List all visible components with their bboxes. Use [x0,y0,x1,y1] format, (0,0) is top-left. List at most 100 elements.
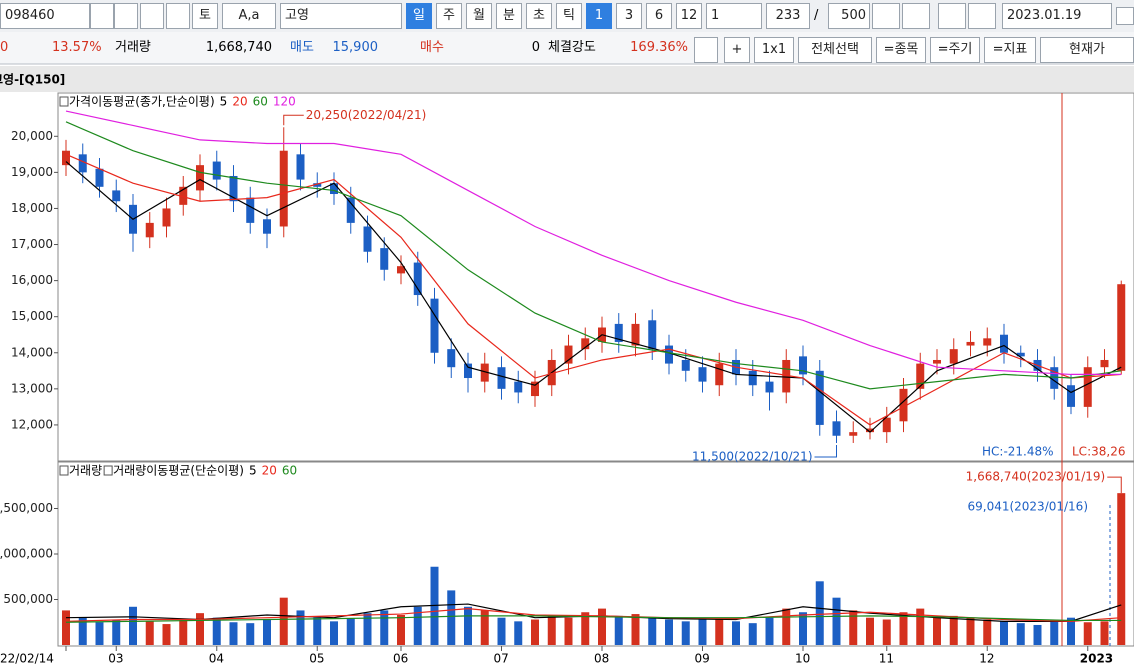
count-button[interactable]: 1 [586,3,612,29]
x-tick-label: 22/02/14 [0,652,54,666]
total-input[interactable]: 500 [828,3,870,29]
period-button[interactable]: 주 [436,3,462,29]
period-button[interactable]: 분 [496,3,522,29]
icon-button[interactable] [968,3,996,29]
strength: 169.36% [630,40,688,55]
y-tick-label: 18,000 [11,201,53,215]
checkbox[interactable] [694,37,718,63]
volume-bar [631,614,640,645]
y-tick-label: 16,000 [11,273,53,287]
volume-bar [397,614,405,645]
x-tick-label: 09 [695,652,710,666]
icon-button[interactable] [114,3,138,29]
icon-button[interactable] [140,3,164,29]
checkbox[interactable] [1116,7,1134,25]
icon-button[interactable] [872,3,900,29]
candle-body [1067,385,1075,407]
candle-body [966,341,975,346]
volume-bar [497,617,506,645]
candle-body [447,349,456,368]
x-tick-label: 11 [879,652,894,666]
rate: 13.57% [52,40,102,55]
legend-item: 5 [249,464,257,478]
count-button[interactable]: 12 [676,3,702,29]
volume-bar [1083,622,1092,645]
volume-bar [849,610,858,645]
volume-bar [715,619,724,645]
name-input[interactable]: 고영 [280,3,402,29]
candle-body [1050,367,1059,389]
ask: 15,900 [332,40,379,55]
volume-bar [799,612,807,645]
volume-bar [933,617,941,645]
x-tick-label: 12 [979,652,994,666]
icon-button[interactable] [902,3,930,29]
volume-bar [681,621,690,645]
candle-body [514,381,523,393]
volume-bar [547,615,556,645]
candle-body [1083,367,1092,407]
period-button[interactable]: 월 [466,3,492,29]
candle-body [765,381,774,393]
candle-body [581,338,590,350]
annotation: 1,668,740(2023/01/19) [966,470,1106,484]
period-button[interactable]: 틱 [556,3,582,29]
icon-button[interactable] [90,3,114,29]
annotation: 69,041(2023/01/16) [967,500,1088,514]
volume-bar [95,622,104,645]
button[interactable]: 전체선택 [798,37,872,63]
button[interactable]: 토 [192,3,218,29]
candle-body [162,208,171,227]
candle-body [882,417,891,433]
volume-bar [949,615,958,645]
candle-body [715,363,724,386]
icon-button[interactable] [166,3,190,29]
candle-body [480,363,489,382]
volume-bar [665,619,673,645]
count-input[interactable]: 233 [766,3,810,29]
icon-button[interactable] [938,3,966,29]
label: 매도 [290,40,314,55]
legend-item: 60 [282,464,297,478]
volume-bar [1050,619,1059,645]
button[interactable]: =지표 [984,37,1036,63]
interval-select[interactable]: 1 [706,3,762,29]
button[interactable]: =주기 [930,37,980,63]
code-input[interactable]: 098460 [0,3,90,29]
period-button[interactable]: 초 [526,3,552,29]
count-button[interactable]: 3 [616,3,642,29]
arrow [283,114,304,126]
change: 0 [0,40,9,55]
candle-body [313,183,322,187]
button[interactable]: 1x1 [754,37,794,63]
button[interactable]: A,a [222,3,276,29]
date-input[interactable]: 2023.01.19 [1002,3,1112,29]
y-tick-label: 20,000 [11,129,53,143]
candle-body [78,154,87,173]
legend-icon [59,96,69,107]
button[interactable]: =종목 [876,37,926,63]
volume-bar [748,623,757,645]
volume-bar [732,621,740,645]
period-button[interactable]: 일 [406,3,432,29]
title-bg [0,66,1134,92]
candle-body [631,323,640,346]
volume-bar [62,610,70,645]
candle-body [62,150,70,166]
y-tick-label: 500,000 [3,592,53,606]
candle-body [380,248,389,270]
button[interactable]: + [724,37,750,63]
volume-bar [531,619,539,645]
count-button[interactable]: 6 [646,3,672,29]
candle-body [1117,284,1126,371]
annotation: 20,250(2022/04/21) [306,108,427,122]
candle-body [681,359,690,371]
button[interactable]: 현재가 [1040,37,1134,63]
legend-item: 5 [220,95,228,109]
volume-bar [330,621,338,645]
volume-bar [1033,624,1042,645]
x-tick-label: 2023 [1080,652,1113,666]
candle-body [95,168,104,187]
x-tick-label: 06 [393,652,408,666]
